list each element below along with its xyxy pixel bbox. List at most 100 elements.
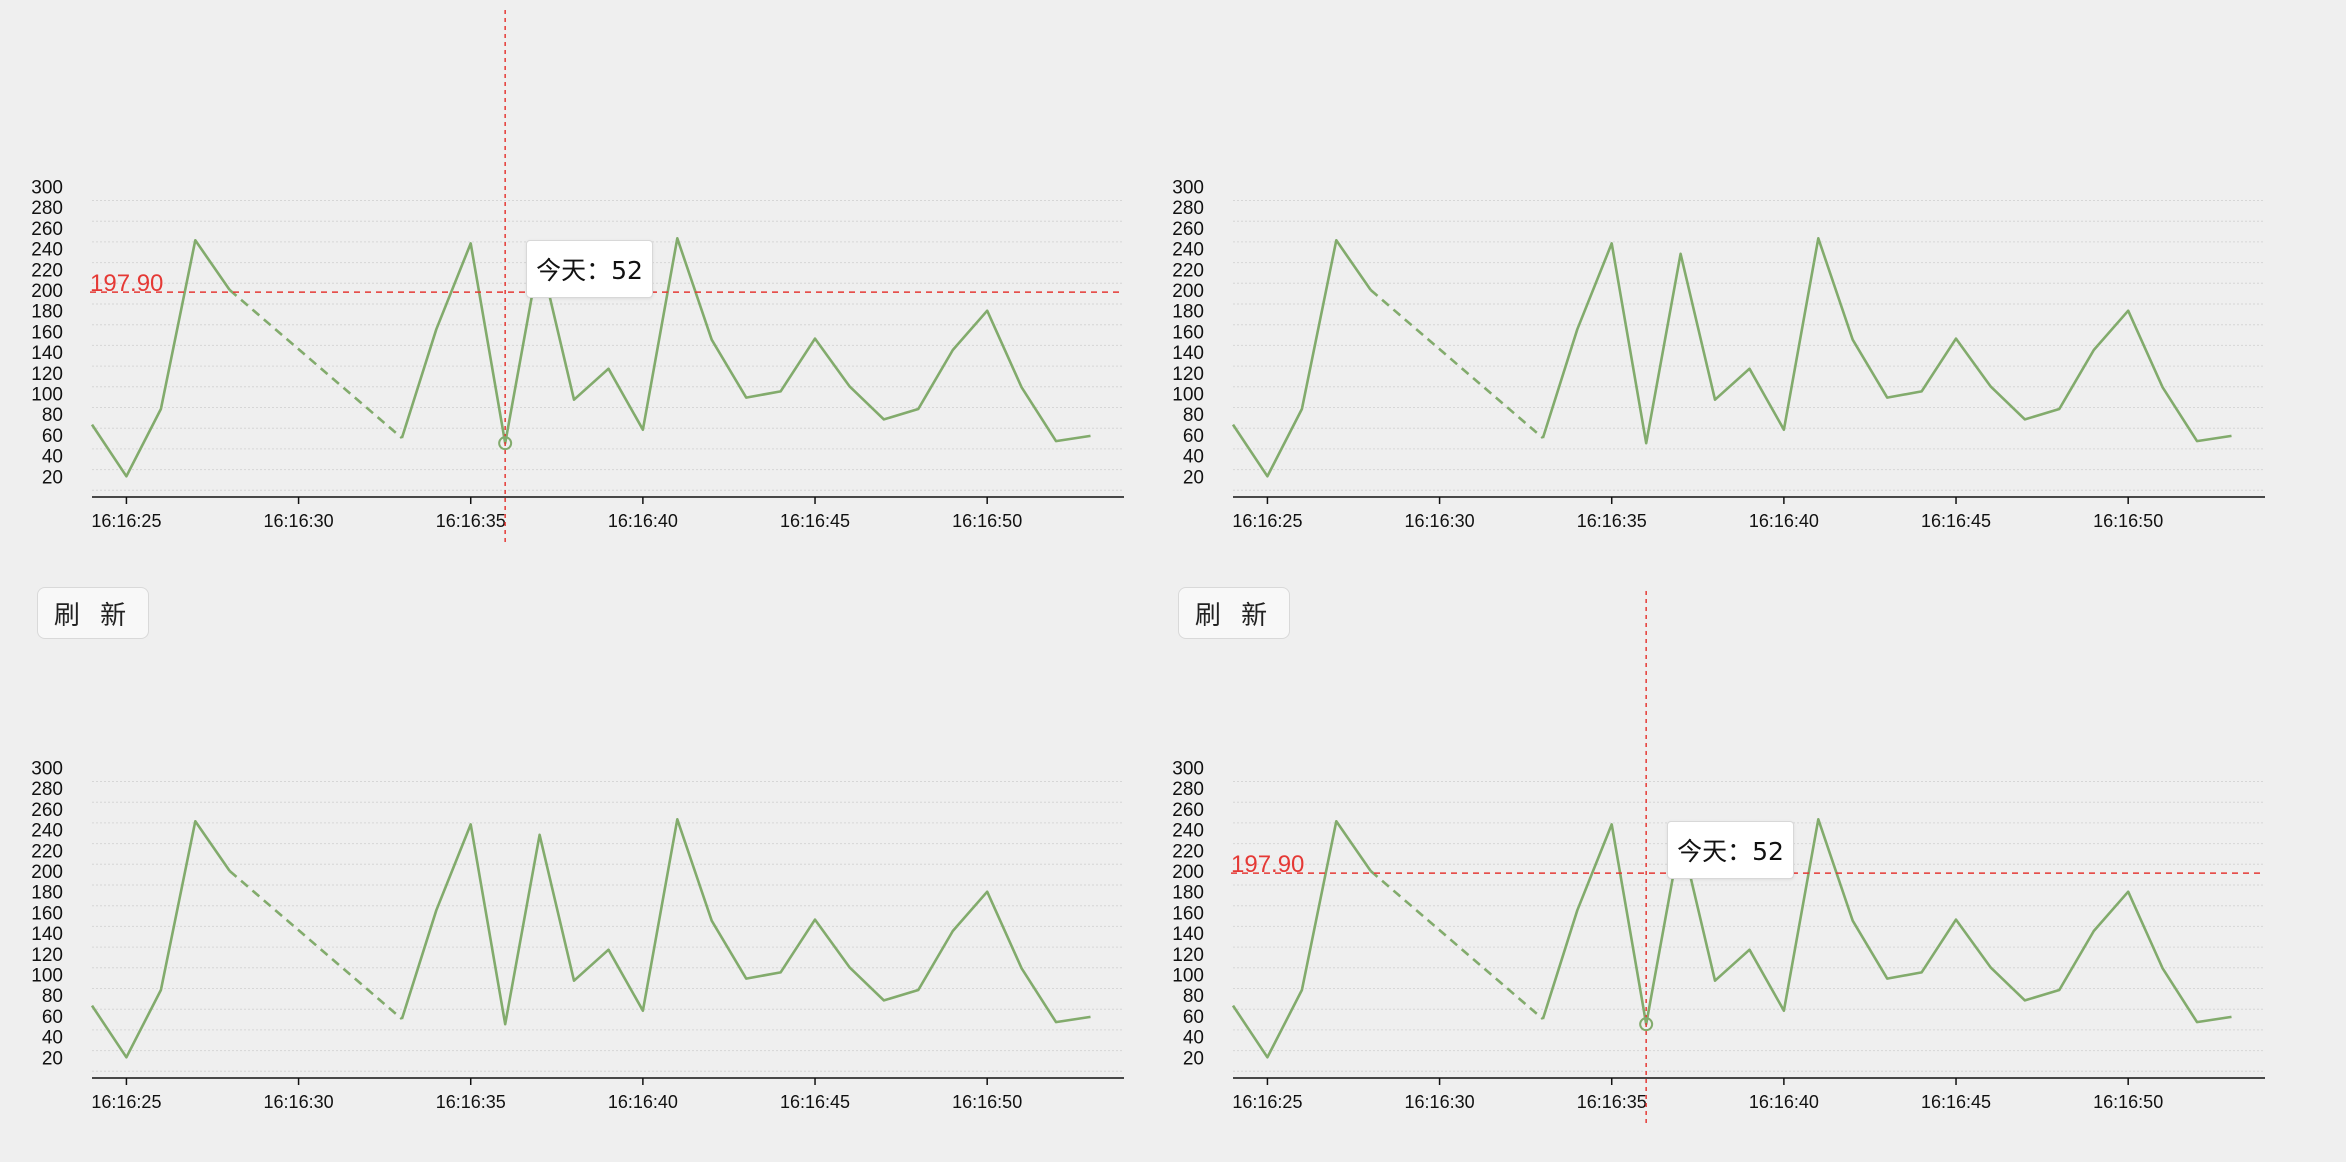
y-tick-label: 100 xyxy=(1172,385,1204,406)
y-tick-label: 160 xyxy=(1172,322,1204,343)
x-tick-label: 16:16:35 xyxy=(1577,1092,1647,1112)
y-tick-label: 140 xyxy=(1172,343,1204,364)
y-tick-label: 200 xyxy=(31,862,63,883)
y-tick-label: 240 xyxy=(1172,821,1204,842)
x-tick-label: 16:16:40 xyxy=(608,511,678,531)
line-chart[interactable]: 2040608010012014016018020022024026028030… xyxy=(1141,581,2314,1162)
y-tick-label: 20 xyxy=(42,467,63,488)
x-tick-label: 16:16:25 xyxy=(91,511,161,531)
line-chart[interactable]: 2040608010012014016018020022024026028030… xyxy=(0,581,1173,1162)
reference-line-label: 197.90 xyxy=(90,270,163,297)
y-tick-label: 80 xyxy=(42,986,63,1007)
hover-point-marker xyxy=(1639,1017,1654,1032)
line-chart[interactable]: 2040608010012014016018020022024026028030… xyxy=(0,0,1173,581)
y-tick-label: 120 xyxy=(1172,945,1204,966)
y-tick-label: 100 xyxy=(31,966,63,987)
x-tick-label: 16:16:40 xyxy=(608,1092,678,1112)
x-tick-label: 16:16:25 xyxy=(91,1092,161,1112)
y-tick-label: 40 xyxy=(1183,447,1204,468)
chart-panel-top-right: 刷 新2040608010012014016018020022024026028… xyxy=(1141,0,2314,581)
y-tick-label: 120 xyxy=(31,364,63,385)
chart-panel-top-left: 刷 新2040608010012014016018020022024026028… xyxy=(0,0,1173,581)
x-tick-label: 16:16:45 xyxy=(1921,1092,1991,1112)
reference-line-label: 197.90 xyxy=(1231,851,1304,878)
series-line-segment-2 xyxy=(400,818,1091,1026)
x-tick-label: 16:16:35 xyxy=(1577,511,1647,531)
y-tick-label: 160 xyxy=(31,903,63,924)
y-tick-label: 80 xyxy=(1183,405,1204,426)
x-tick-label: 16:16:30 xyxy=(264,511,334,531)
series-line-dashed-gap xyxy=(1369,870,1544,1020)
chart-tooltip: 今天：52 xyxy=(1667,821,1794,879)
series-line-dashed-gap xyxy=(228,289,403,439)
x-tick-label: 16:16:35 xyxy=(436,1092,506,1112)
y-tick-label: 160 xyxy=(1172,903,1204,924)
refresh-button[interactable]: 刷 新 xyxy=(37,587,149,639)
series-line-segment-2 xyxy=(1541,818,2232,1026)
y-tick-label: 220 xyxy=(1172,841,1204,862)
y-tick-label: 60 xyxy=(42,426,63,447)
y-tick-label: 180 xyxy=(31,302,63,323)
y-tick-label: 60 xyxy=(1183,1007,1204,1028)
y-tick-label: 160 xyxy=(31,322,63,343)
x-tick-label: 16:16:40 xyxy=(1749,511,1819,531)
y-tick-label: 220 xyxy=(1172,260,1204,281)
y-tick-label: 80 xyxy=(1183,986,1204,1007)
y-tick-label: 40 xyxy=(42,447,63,468)
series-line-dashed-gap xyxy=(1369,289,1544,439)
series-line-segment-1 xyxy=(90,239,231,478)
x-tick-label: 16:16:35 xyxy=(436,511,506,531)
y-tick-label: 280 xyxy=(1172,198,1204,219)
x-tick-label: 16:16:25 xyxy=(1232,1092,1302,1112)
y-tick-label: 180 xyxy=(31,883,63,904)
y-tick-label: 120 xyxy=(31,945,63,966)
y-tick-label: 220 xyxy=(31,260,63,281)
x-tick-label: 16:16:45 xyxy=(780,511,850,531)
y-tick-label: 260 xyxy=(1172,219,1204,240)
y-tick-label: 140 xyxy=(1172,924,1204,945)
y-tick-label: 240 xyxy=(31,240,63,261)
y-tick-label: 140 xyxy=(31,924,63,945)
series-line-dashed-gap xyxy=(228,870,403,1020)
x-tick-label: 16:16:50 xyxy=(952,1092,1022,1112)
y-tick-label: 300 xyxy=(1172,178,1204,199)
x-tick-label: 16:16:30 xyxy=(264,1092,334,1112)
refresh-button[interactable]: 刷 新 xyxy=(1178,587,1290,639)
x-tick-label: 16:16:30 xyxy=(1405,511,1475,531)
chart-panel-bottom-right: 刷 新 20 40 60 80 100 120 140 160 180 200 220 240 260 28… xyxy=(1141,581,2314,1162)
y-tick-label: 120 xyxy=(1172,364,1204,385)
hover-point-marker xyxy=(498,436,513,451)
y-tick-label: 100 xyxy=(1172,966,1204,987)
x-tick-label: 16:16:25 xyxy=(1232,511,1302,531)
y-tick-label: 280 xyxy=(1172,779,1204,800)
series-line-segment-1 xyxy=(1231,820,1372,1059)
y-tick-label: 240 xyxy=(1172,240,1204,261)
y-tick-label: 300 xyxy=(31,178,63,199)
y-tick-label: 60 xyxy=(42,1007,63,1028)
y-tick-label: 200 xyxy=(31,281,63,302)
x-tick-label: 16:16:50 xyxy=(2093,511,2163,531)
series-line-segment-2 xyxy=(1541,237,2232,445)
series-line-segment-1 xyxy=(90,820,231,1059)
y-tick-label: 180 xyxy=(1172,883,1204,904)
chart-tooltip: 今天：52 xyxy=(526,240,653,298)
y-tick-label: 260 xyxy=(31,800,63,821)
y-tick-label: 40 xyxy=(1183,1028,1204,1049)
y-tick-label: 100 xyxy=(31,385,63,406)
y-tick-label: 40 xyxy=(42,1028,63,1049)
y-tick-label: 80 xyxy=(42,405,63,426)
y-tick-label: 280 xyxy=(31,779,63,800)
x-tick-label: 16:16:45 xyxy=(780,1092,850,1112)
y-tick-label: 220 xyxy=(31,841,63,862)
chart-panel-bottom-left: 刷 新 20 40 60 80 100 120 140 160 180 200 220 240 260 28… xyxy=(0,581,1173,1162)
y-tick-label: 200 xyxy=(1172,281,1204,302)
y-tick-label: 280 xyxy=(31,198,63,219)
y-tick-label: 20 xyxy=(42,1048,63,1069)
y-tick-label: 60 xyxy=(1183,426,1204,447)
y-tick-label: 260 xyxy=(31,219,63,240)
y-tick-label: 300 xyxy=(1172,759,1204,780)
line-chart[interactable]: 2040608010012014016018020022024026028030… xyxy=(1141,0,2314,581)
y-tick-label: 140 xyxy=(31,343,63,364)
series-line-segment-2 xyxy=(400,237,1091,445)
series-line-segment-1 xyxy=(1231,239,1372,478)
